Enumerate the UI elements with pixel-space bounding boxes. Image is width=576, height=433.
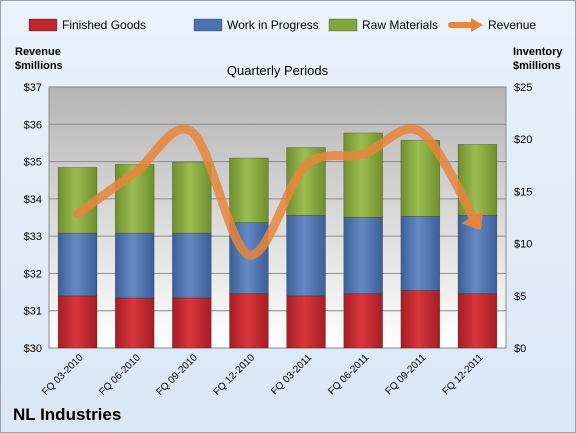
bar-finished-goods: [286, 295, 326, 349]
x-tick-label: FQ 09-2010: [154, 352, 200, 398]
bar-raw-materials: [229, 157, 269, 224]
right-tick-label: $10: [514, 239, 532, 251]
bar-finished-goods: [343, 293, 383, 349]
left-axis-title: Revenue $millions: [15, 45, 63, 73]
legend-finished-goods-swatch: [28, 18, 58, 32]
bar-raw-materials: [172, 161, 212, 234]
legend-finished-goods-label: Finished Goods: [62, 18, 146, 32]
bar-work-in-progress: [343, 217, 383, 295]
x-tick-label: FQ 09-2011: [383, 352, 428, 397]
legend-revenue-arrow: [471, 18, 483, 32]
bar-finished-goods: [400, 290, 441, 349]
left-axis-title-line1: Revenue: [15, 46, 61, 58]
legend-work-in-progress-swatch: [193, 18, 223, 32]
left-axis-title-line2: $millions: [15, 60, 63, 72]
x-tick-label: FQ 12-2010: [212, 352, 258, 398]
bar-finished-goods: [457, 293, 498, 349]
bar-work-in-progress: [172, 232, 212, 299]
left-tick-label: $33: [24, 231, 42, 243]
left-tick-label: $30: [24, 343, 42, 355]
revenue-arrowhead: [461, 209, 484, 231]
right-tick-label: $20: [514, 134, 532, 146]
left-tick-label: $32: [24, 268, 42, 280]
x-tick-label: FQ 03-2011: [269, 352, 314, 397]
right-axis-title-line1: Inventory: [513, 46, 563, 58]
legend-work-in-progress-label: Work in Progress: [227, 18, 319, 32]
left-tick-label: $37: [24, 82, 42, 94]
right-tick-label: $25: [514, 82, 532, 94]
x-tick-label: FQ 06-2011: [326, 352, 371, 397]
x-tick-label: FQ 03-2010: [40, 352, 86, 398]
right-tick-label: $15: [514, 186, 532, 198]
bar-work-in-progress: [400, 216, 441, 291]
left-tick-label: $34: [24, 194, 42, 206]
legend-raw-materials-label: Raw Materials: [362, 18, 438, 32]
right-tick-label: $5: [514, 291, 526, 303]
legend-raw-materials-swatch: [328, 18, 358, 32]
left-tick-label: $35: [24, 157, 42, 169]
bar-finished-goods: [172, 297, 212, 349]
bar-finished-goods: [114, 297, 155, 349]
x-tick-label: FQ 12-2011: [441, 352, 486, 397]
bar-work-in-progress: [57, 232, 98, 297]
right-axis-title-line2: $millions: [513, 60, 561, 72]
chart-title: NL Industries: [13, 405, 122, 424]
chart-subtitle: Quarterly Periods: [227, 63, 329, 78]
left-tick-label: $36: [24, 119, 42, 131]
bar-finished-goods: [57, 295, 98, 349]
bar-work-in-progress: [114, 232, 155, 299]
right-tick-label: $0: [514, 343, 526, 355]
left-tick-label: $31: [24, 306, 42, 318]
x-tick-label: FQ 06-2010: [97, 352, 143, 398]
bar-raw-materials: [343, 132, 383, 218]
bar-work-in-progress: [286, 215, 326, 297]
bar-finished-goods: [229, 293, 269, 349]
revenue-line: [73, 124, 482, 260]
right-axis-title: Inventory $millions: [513, 45, 563, 73]
legend-revenue-label: Revenue: [488, 18, 536, 32]
